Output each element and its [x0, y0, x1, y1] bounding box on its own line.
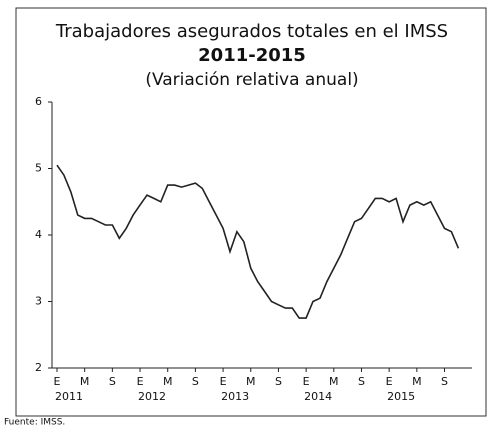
y-tick-label: 5 [35, 162, 42, 175]
x-tick-label: M [329, 375, 339, 388]
chart-subtitle: (Variación relativa anual) [145, 70, 358, 90]
x-tick-label: E [220, 375, 227, 388]
y-tick-label: 6 [35, 95, 42, 108]
x-tick-label: S [358, 375, 365, 388]
year-label: 2013 [221, 390, 249, 403]
data-line [56, 164, 460, 319]
x-tick-label: E [303, 375, 310, 388]
x-tick-label: S [441, 375, 448, 388]
x-tick-label: E [137, 375, 144, 388]
year-label: 2011 [55, 390, 83, 403]
y-tick-label: 4 [35, 228, 42, 241]
x-tick-label: M [163, 375, 173, 388]
frame [15, 7, 487, 417]
x-tick-label: S [192, 375, 199, 388]
chart-title: Trabajadores asegurados totales en el IM… [55, 21, 448, 42]
x-tick-label: E [54, 375, 61, 388]
y-tick-label: 2 [35, 361, 42, 374]
x-tick-label: S [275, 375, 282, 388]
year-label: 2015 [387, 390, 415, 403]
chart-title-years: 2011-2015 [198, 45, 306, 66]
x-tick-label: E [386, 375, 393, 388]
year-label: 2012 [138, 390, 166, 403]
x-tick-label: M [80, 375, 90, 388]
y-tick-label: 3 [35, 295, 42, 308]
x-tick-label: S [109, 375, 116, 388]
x-tick-label: M [412, 375, 422, 388]
source: Fuente: IMSS. [4, 418, 65, 428]
x-tick-label: M [246, 375, 256, 388]
year-label: 2014 [304, 390, 332, 403]
